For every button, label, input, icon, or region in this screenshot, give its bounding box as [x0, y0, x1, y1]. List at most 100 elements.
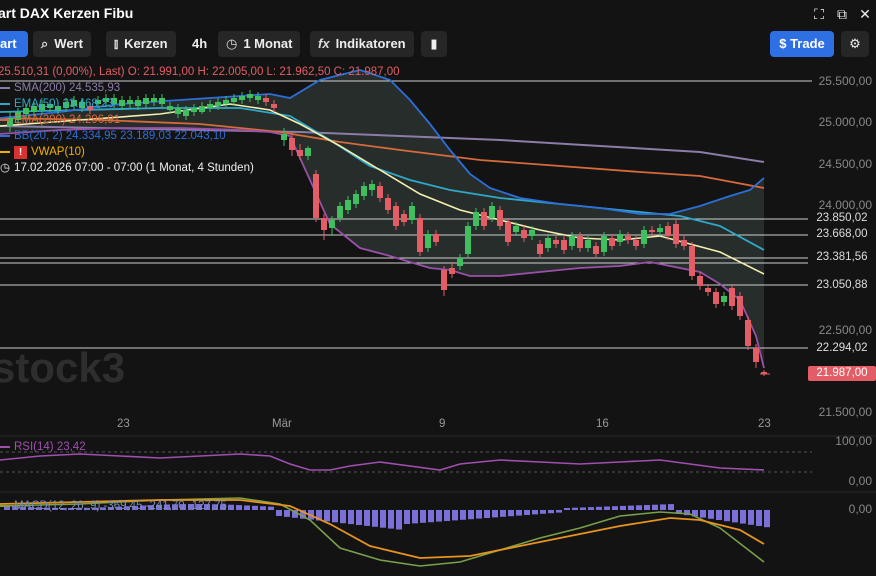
candle-body: [47, 104, 53, 108]
macd-bar: [492, 510, 498, 518]
trade-button[interactable]: $ Trade: [770, 31, 834, 57]
candle-body: [401, 214, 407, 222]
candle-body: [625, 236, 631, 240]
macd-legend[interactable]: MACD(12, 26, 9) -369,45 -241,70 -127,75: [0, 500, 227, 512]
macd-bar: [732, 510, 738, 523]
price-tick: 24.500,00: [818, 157, 872, 171]
macd-bar: [540, 510, 546, 514]
popout-icon[interactable]: ⧉: [837, 6, 847, 22]
candle-body: [271, 104, 277, 108]
search-button[interactable]: ⌕ Wert: [33, 31, 91, 57]
interval-button[interactable]: 4h: [184, 31, 215, 57]
candle-body: [199, 106, 205, 112]
macd-bar: [724, 510, 730, 522]
candle-body: [337, 206, 343, 218]
candle-body: [601, 236, 607, 252]
candlestick-series: [7, 90, 767, 376]
legend-ema50[interactable]: EMA(50) 23.468,23: [0, 96, 114, 112]
legend-ohlc: O: 21.991,00 H: 22.005,00 L: 21.962,50 C…: [127, 66, 400, 78]
candle-body: [63, 102, 69, 108]
candle-body: [465, 226, 471, 254]
macd-bar: [140, 505, 146, 510]
candle-body: [329, 220, 335, 228]
range-button[interactable]: ◷ 1 Monat: [218, 31, 301, 57]
title-bar: art DAX Kerzen Fibu ⛶ ⧉ ✕: [0, 0, 876, 28]
chart-area[interactable]: stock3: [0, 62, 876, 576]
macd-bar: [244, 505, 250, 510]
candle-body: [697, 276, 703, 286]
macd-bar: [636, 505, 642, 510]
macd-bar: [644, 505, 650, 510]
macd-bar: [164, 504, 170, 510]
candle-body: [473, 212, 479, 226]
expand-icon[interactable]: ⛶: [814, 6, 824, 22]
macd-bar: [620, 505, 626, 510]
indicators-button[interactable]: fx Indikatoren: [310, 31, 414, 57]
macd-bar: [460, 510, 466, 520]
price-tick: 25.500,00: [818, 74, 872, 88]
macd-bar: [500, 510, 506, 517]
macd-bar: [276, 510, 282, 516]
macd-bar: [476, 510, 482, 519]
macd-bar: [252, 505, 258, 510]
legend-sma200[interactable]: SMA(200) 24.535,93: [0, 80, 120, 96]
candle-body: [313, 174, 319, 218]
macd-bar: [348, 510, 354, 525]
rsi-legend[interactable]: RSI(14) 23,42: [0, 441, 86, 453]
rsi-axis-mid: 0,00: [848, 474, 872, 488]
legend-vwap[interactable]: ! VWAP(10): [0, 144, 85, 160]
macd-bar: [340, 510, 346, 524]
candle-body: [297, 150, 303, 156]
macd-bar: [660, 504, 666, 510]
clock-icon: ◷: [0, 162, 11, 174]
clock-icon: ◷: [226, 36, 238, 51]
price-chart[interactable]: stock3: [0, 62, 876, 576]
x-axis-label: 23: [758, 418, 771, 430]
macd-bar: [764, 510, 770, 528]
candle-body: [561, 240, 567, 250]
candle-body: [111, 98, 117, 104]
legend-ema200[interactable]: EMA(200) 24.296,91: [0, 112, 120, 128]
macd-bar: [332, 510, 338, 523]
macd-bar: [380, 510, 386, 528]
candle-body: [673, 224, 679, 244]
candle-body: [255, 96, 261, 100]
legend-bb[interactable]: BB(20, 2) 24.334,95 23.189,03 22.043,10: [0, 128, 226, 144]
candles-button[interactable]: ⫾ Kerzen: [106, 31, 176, 57]
macd-bar: [284, 510, 290, 517]
candle-body: [95, 100, 101, 104]
level-tag: 23.850,02: [808, 211, 876, 226]
candle-body: [449, 268, 455, 274]
macd-bar: [4, 506, 10, 510]
candle-body: [377, 186, 383, 198]
macd-bar: [556, 510, 562, 513]
bb-lower-line: [0, 127, 765, 369]
macd-bar: [36, 507, 42, 510]
macd-bar: [580, 507, 586, 510]
rsi-legend-text: RSI(14) 23,42: [14, 441, 86, 453]
candle-body: [529, 230, 535, 236]
watermark: stock3: [0, 344, 125, 391]
candle-body: [609, 238, 615, 246]
close-icon[interactable]: ✕: [859, 6, 871, 22]
candle-body: [577, 236, 583, 248]
candle-body: [7, 118, 13, 126]
bookmark-button[interactable]: ▮: [421, 31, 447, 57]
macd-legend-text: MACD(12, 26, 9) -369,45 -241,70 -127,75: [14, 500, 227, 512]
chart-tab-label: art: [0, 36, 17, 51]
chart-tab[interactable]: art: [0, 31, 28, 57]
settings-button[interactable]: ⚙: [841, 31, 869, 57]
macd-bar: [132, 505, 138, 510]
macd-histogram: [4, 504, 770, 530]
legend-timestamp: ◷ 17.02.2026 07:00 - 07:00 (1 Monat, 4 St…: [0, 160, 254, 176]
price-tick: 24.000,00: [818, 198, 872, 212]
candle-body: [151, 98, 157, 102]
candle-body: [289, 138, 295, 150]
macd-bar: [516, 510, 522, 516]
macd-bar: [652, 504, 658, 510]
candles-label: Kerzen: [124, 36, 168, 51]
interval-label: 4h: [192, 36, 208, 51]
macd-bar: [420, 510, 426, 523]
legend-vwap-text: VWAP(10): [31, 146, 85, 158]
gear-icon: ⚙: [849, 36, 861, 51]
